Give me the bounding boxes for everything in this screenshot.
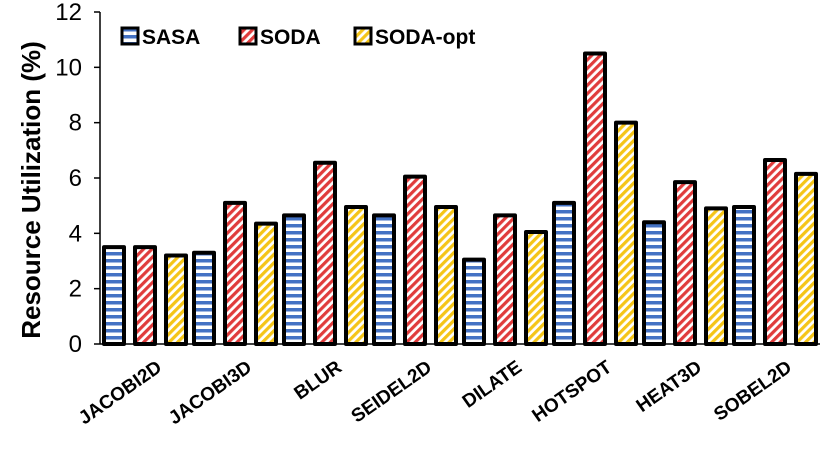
x-axis-labels: JACOBI2D JACOBI3D BLUR SEIDEL2D DILATE HOTSPO… [75,357,796,430]
bar-soda-opt-jacobi3d [254,221,278,346]
bar-sasa-jacobi3d [192,250,216,346]
bar-soda-jacobi3d [223,200,247,346]
bar-soda-opt-hotspot [614,120,638,346]
bar-sasa-jacobi2d [102,245,126,347]
legend-label-soda-opt: SODA-opt [375,26,475,49]
bar-soda-hotspot [583,51,607,346]
bar-sasa-blur [282,213,306,346]
legend-swatch-soda-opt [353,26,373,46]
legend-label-soda: SODA [260,26,321,49]
y-tick-label: 0 [69,331,82,358]
x-category-label: JACOBI2D [75,357,166,429]
x-category-label: SEIDEL2D [348,357,436,428]
x-category-label: BLUR [291,357,346,405]
legend-swatch-soda [238,26,258,46]
y-axis-ticks: 0 2 4 6 8 10 12 [55,0,100,358]
bar-sasa-heat3d [642,220,666,346]
y-tick-label: 6 [69,165,82,192]
legend: SASA SODA SODA-opt [120,26,475,49]
bar-soda-opt-seidel2d [434,205,458,346]
bar-sasa-sobel2d [732,205,756,346]
bar-soda-opt-sobel2d [794,171,818,346]
x-category-label: JACOBI3D [165,357,256,429]
bar-soda-jacobi2d [133,245,157,347]
x-category-label: SOBEL2D [710,357,796,426]
bar-sasa-hotspot [552,200,576,346]
y-tick-label: 2 [69,276,82,303]
bar-soda-opt-jacobi2d [164,253,188,346]
legend-label-sasa: SASA [142,26,200,49]
y-tick-label: 10 [55,54,82,81]
bar-sasa-seidel2d [372,213,396,346]
x-category-label: HOTSPOT [529,357,617,427]
bar-soda-opt-heat3d [704,206,728,346]
bars [102,51,818,347]
bar-soda-dilate [493,213,517,346]
bar-sasa-dilate [462,257,486,346]
x-category-label: DILATE [459,357,526,413]
bar-soda-sobel2d [763,158,787,346]
x-category-label: HEAT3D [633,357,706,417]
bar-soda-seidel2d [403,174,427,346]
y-axis-label: Resource Utilization (%) [16,41,46,339]
y-tick-label: 12 [55,0,82,26]
bar-soda-opt-blur [344,205,368,346]
legend-swatch-sasa [120,26,140,46]
bar-soda-opt-dilate [524,229,548,346]
bar-soda-heat3d [673,180,697,346]
y-tick-label: 8 [69,110,82,137]
y-tick-label: 4 [69,220,82,247]
bar-soda-blur [313,160,337,346]
